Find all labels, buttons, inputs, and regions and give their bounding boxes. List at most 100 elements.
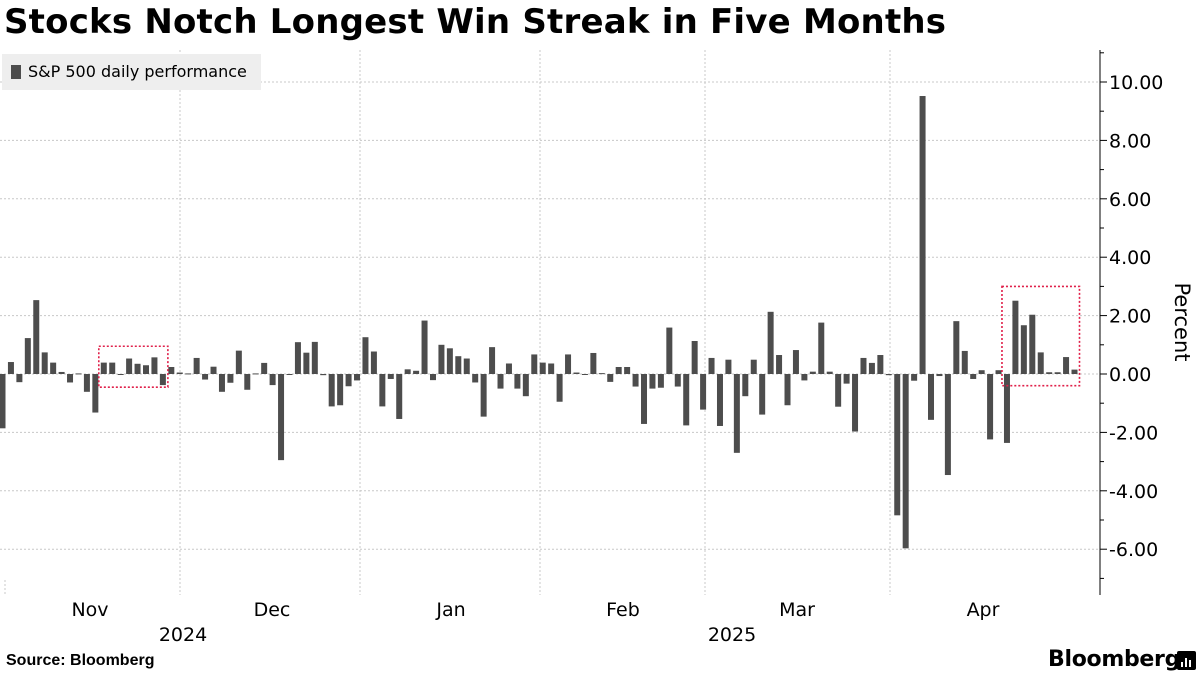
bar bbox=[590, 352, 597, 374]
brand-logo-text: Bloomberg bbox=[1048, 647, 1181, 672]
bar bbox=[362, 337, 369, 374]
bar bbox=[809, 371, 816, 374]
bar bbox=[404, 369, 411, 374]
x-year-label: 2024 bbox=[159, 624, 207, 646]
bar bbox=[438, 344, 445, 374]
bar bbox=[919, 96, 926, 375]
bar bbox=[455, 356, 462, 374]
bar bbox=[463, 358, 470, 374]
bloomberg-bars-icon bbox=[1177, 651, 1196, 670]
bar bbox=[995, 370, 1002, 374]
bar bbox=[50, 362, 57, 374]
legend-swatch bbox=[11, 65, 21, 79]
bar bbox=[565, 354, 572, 374]
chart-title: Stocks Notch Longest Win Streak in Five … bbox=[4, 2, 947, 42]
bar bbox=[421, 320, 428, 374]
bar bbox=[168, 366, 175, 374]
bar bbox=[286, 374, 293, 375]
bar bbox=[1063, 357, 1070, 374]
bar bbox=[581, 374, 588, 375]
bar bbox=[252, 373, 259, 375]
bar bbox=[624, 366, 631, 374]
bar bbox=[151, 357, 158, 374]
y-tick-label: 8.00 bbox=[1109, 130, 1151, 152]
bar bbox=[716, 374, 723, 426]
y-tick-label: 6.00 bbox=[1109, 189, 1151, 211]
bar bbox=[826, 371, 833, 374]
bar bbox=[345, 374, 352, 387]
bars bbox=[0, 96, 1078, 549]
bar bbox=[100, 362, 107, 374]
y-tick-label: 10.00 bbox=[1109, 72, 1163, 94]
bar bbox=[970, 374, 977, 379]
bar bbox=[159, 374, 166, 386]
bar bbox=[784, 374, 791, 406]
x-month-label: Apr bbox=[967, 599, 1000, 621]
bar bbox=[497, 374, 504, 389]
bar bbox=[16, 374, 23, 383]
bar bbox=[767, 311, 774, 374]
bar bbox=[641, 374, 648, 424]
bar bbox=[902, 374, 909, 549]
bar bbox=[126, 358, 133, 374]
bar bbox=[413, 370, 420, 374]
bar bbox=[109, 362, 116, 374]
bar bbox=[742, 374, 749, 397]
bar bbox=[311, 341, 318, 374]
bar bbox=[936, 374, 943, 377]
bar bbox=[961, 350, 968, 374]
bar bbox=[868, 362, 875, 374]
bar bbox=[489, 347, 496, 374]
bar bbox=[691, 341, 698, 374]
x-month-label: Nov bbox=[71, 599, 108, 621]
bar bbox=[244, 374, 251, 390]
bar bbox=[894, 374, 901, 516]
y-tick-label: 0.00 bbox=[1109, 364, 1151, 386]
bar bbox=[142, 365, 149, 374]
bar bbox=[41, 352, 48, 374]
y-tick-label: 2.00 bbox=[1109, 306, 1151, 328]
y-tick-label: -2.00 bbox=[1109, 422, 1158, 444]
bar bbox=[7, 362, 14, 374]
bar bbox=[598, 373, 605, 375]
bar bbox=[818, 322, 825, 374]
bar bbox=[776, 355, 783, 374]
bar bbox=[987, 374, 994, 440]
bar bbox=[134, 363, 141, 374]
bar bbox=[1012, 300, 1019, 374]
bar bbox=[666, 327, 673, 374]
bar bbox=[750, 359, 757, 374]
bar bbox=[218, 374, 225, 392]
bar bbox=[227, 374, 234, 383]
highlight-box bbox=[97, 345, 169, 388]
y-axis bbox=[1099, 50, 1107, 595]
bar bbox=[514, 374, 521, 389]
x-year-label: 2025 bbox=[708, 624, 756, 646]
bar bbox=[278, 374, 285, 461]
bar bbox=[33, 300, 40, 374]
bar bbox=[657, 374, 664, 388]
bar bbox=[0, 374, 6, 429]
bar bbox=[429, 374, 436, 381]
bar bbox=[615, 366, 622, 374]
y-tick-label: -6.00 bbox=[1109, 539, 1158, 561]
bar bbox=[792, 350, 799, 374]
bar bbox=[176, 372, 183, 374]
bar bbox=[261, 362, 268, 374]
bar bbox=[202, 374, 209, 380]
highlight-boxes bbox=[97, 285, 1081, 388]
bar bbox=[472, 374, 479, 383]
bar bbox=[556, 374, 563, 402]
bar bbox=[953, 321, 960, 374]
source-note: Source: Bloomberg bbox=[6, 652, 155, 669]
bar bbox=[58, 371, 65, 374]
legend: S&P 500 daily performance bbox=[2, 54, 261, 90]
bar bbox=[1046, 372, 1053, 374]
bar bbox=[337, 374, 344, 406]
bar bbox=[446, 348, 453, 374]
bar bbox=[269, 374, 276, 386]
bar bbox=[759, 374, 766, 415]
bar bbox=[928, 374, 935, 420]
bar bbox=[1071, 369, 1078, 374]
